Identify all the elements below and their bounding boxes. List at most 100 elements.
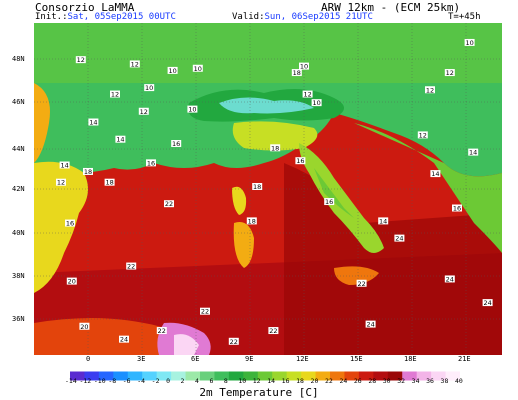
lat-label: 44N	[12, 145, 25, 153]
temp-label: 18	[84, 168, 92, 176]
temp-label: 14	[116, 136, 124, 144]
temp-label-bg	[291, 69, 302, 77]
temp-label: 12	[446, 69, 454, 77]
colorbar-tick-label: 28	[368, 377, 377, 385]
colorbar-swatch	[243, 371, 259, 381]
temp-label: 22	[357, 280, 365, 288]
temp-label-bg	[144, 84, 155, 92]
temp-label: 22	[201, 308, 209, 316]
temp-label: 24	[395, 235, 403, 243]
temp-label: 12	[303, 91, 311, 99]
temp-label-bg	[444, 69, 455, 77]
temp-label-bg	[146, 159, 156, 167]
temp-label-bg	[228, 337, 239, 345]
temp-label-bg	[200, 307, 210, 315]
colorbar-tick-label: 8	[223, 377, 228, 385]
temp-label-bg	[464, 38, 475, 46]
temp-label: 22	[127, 263, 135, 271]
colorbar-tick-label: -6	[122, 377, 131, 385]
sicily	[334, 266, 379, 285]
colorbar-swatch	[344, 371, 360, 381]
colorbar-swatch	[387, 371, 403, 381]
temp-label-bg	[79, 322, 90, 330]
lon-label: 12E	[296, 355, 309, 363]
colorbar-swatch	[416, 371, 432, 381]
temp-label-bg	[356, 279, 367, 287]
temp-label-bg	[311, 99, 322, 107]
temp-label-bg	[468, 148, 479, 156]
temp-label: 10	[465, 39, 473, 47]
model-title: ARW 12km - (ECM 25km)	[321, 1, 461, 14]
init-date: Sat, 05Sep2015 00UTC	[67, 12, 176, 22]
lon-label: 0	[86, 355, 91, 363]
lat-label: 46N	[12, 98, 25, 106]
colorbar-swatch	[373, 371, 389, 381]
temperature-map: 12 12 10 14 14 12 10 10 10 12 16 16 18 18 14 12 16 20 20 22…	[34, 23, 502, 355]
temp-label-bg	[65, 219, 75, 227]
temp-label-bg	[252, 183, 263, 190]
init-line: Init.:Sat, 05Sep2015 00UTC	[35, 12, 176, 22]
colorbar-tick-label: 2	[180, 377, 185, 385]
temp-label: 10	[300, 63, 308, 71]
temp-label-bg	[299, 62, 309, 70]
colorbar-tick-label: 34	[411, 377, 420, 385]
temp-label-bg	[302, 90, 313, 98]
temp-label-bg	[171, 140, 182, 147]
temp-label: 24	[120, 336, 128, 344]
temp-label: 14	[379, 217, 387, 225]
lead-time: T=+45h	[448, 12, 481, 22]
colorbar-swatch	[315, 371, 331, 381]
po-valley	[232, 121, 318, 151]
lon-label: 15E	[350, 355, 363, 363]
colorbar-tick-label: 14	[267, 377, 276, 385]
temp-label-bg	[115, 135, 126, 143]
temp-label-bg	[83, 167, 93, 175]
temp-label: 16	[453, 205, 461, 213]
temp-label: 16	[325, 198, 333, 206]
lon-label: 6E	[191, 355, 200, 363]
colorbar-tick-label: -8	[108, 377, 117, 385]
temp-label-bg	[482, 299, 493, 307]
colorbar-swatch	[200, 371, 215, 381]
temp-label: 18	[293, 69, 301, 77]
colorbar-swatch	[286, 371, 302, 381]
valid-label: Valid:	[232, 12, 265, 22]
lon-label: 21E	[458, 355, 471, 363]
colorbar-tick-label: 30	[382, 377, 391, 385]
colorbar-tick-label: 6	[209, 377, 214, 385]
temp-label: 20	[68, 278, 76, 286]
colorbar-title: 2m Temperature [C]	[199, 386, 319, 399]
temp-label: 22	[269, 327, 277, 335]
temp-label: 14	[89, 119, 97, 127]
temp-label-bg	[126, 262, 137, 270]
temp-label-bg	[88, 118, 99, 126]
colorbar-tick-label: 0	[166, 377, 171, 385]
temp-label-bg	[270, 144, 281, 152]
temp-label-bg	[452, 204, 462, 212]
colorbar-tick-label: 38	[440, 377, 449, 385]
colorbar-swatch	[272, 371, 288, 381]
colorbar-swatch	[301, 371, 317, 381]
colorbar-swatch	[185, 371, 201, 381]
lat-label: 36N	[12, 315, 25, 323]
temp-label-bg	[56, 178, 66, 186]
temp-label: 12	[111, 91, 119, 99]
lon-label: 18E	[404, 355, 417, 363]
colorbar-swatch	[98, 371, 114, 381]
temp-label: 12	[57, 179, 65, 187]
colorbar-swatch	[228, 371, 244, 381]
land-north-light	[34, 23, 502, 83]
corsica	[232, 186, 247, 215]
colorbar-tick-label: 20	[310, 377, 319, 385]
colorbar-tick-label: -2	[151, 377, 160, 385]
temp-label-bg	[430, 170, 441, 178]
colorbar-swatch	[171, 371, 187, 381]
colorbar-tick-label: 16	[281, 377, 290, 385]
temp-label-bg	[378, 217, 389, 225]
temp-label: 20	[80, 323, 88, 331]
temp-label-bg	[268, 327, 279, 335]
temp-label-bg	[394, 234, 405, 242]
iberia	[34, 161, 88, 293]
temp-label-bg	[156, 327, 167, 335]
